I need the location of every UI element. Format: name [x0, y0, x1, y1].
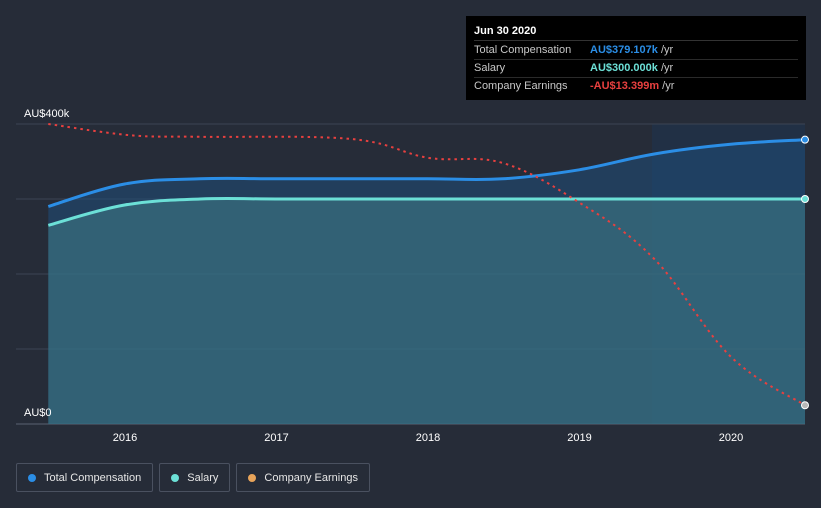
tooltip-row-earnings: Company Earnings -AU$13.399m /yr	[474, 78, 798, 95]
tooltip-date: Jun 30 2020	[474, 24, 798, 41]
earnings-end-marker	[801, 401, 809, 410]
tooltip-unit: /yr	[657, 44, 674, 56]
hover-tooltip: Jun 30 2020 Total Compensation AU$379.107…	[466, 16, 806, 100]
tooltip-unit: /yr	[659, 80, 675, 92]
legend-label: Total Compensation	[44, 471, 142, 484]
legend-item-company-earnings[interactable]: Company Earnings	[236, 463, 370, 492]
tooltip-label: Total Compensation	[474, 44, 572, 56]
y-axis-bottom-label: AU$0	[24, 407, 52, 419]
salary-line	[47, 197, 805, 227]
series-lines	[47, 123, 806, 407]
series-end-markers	[801, 135, 809, 410]
x-tick-label: 2017	[264, 432, 288, 444]
tooltip-value: AU$379.107k	[590, 44, 658, 56]
legend-dot-icon	[171, 473, 180, 482]
series-areas	[48, 139, 806, 424]
salary-end-marker	[801, 195, 809, 203]
legend-label: Company Earnings	[264, 471, 358, 484]
x-tick-label: 2018	[416, 432, 440, 444]
legend-dot-icon	[28, 473, 36, 482]
x-tick-label: 2016	[113, 432, 137, 444]
tooltip-label: Company Earnings	[474, 80, 568, 92]
legend-label: Salary	[187, 471, 219, 484]
x-tick-label: 2019	[567, 432, 591, 444]
x-axis-ticks: 2016 2017 2018 2019 2020	[113, 432, 743, 444]
legend-item-total-compensation[interactable]: Total Compensation	[16, 463, 154, 492]
y-axis-top-label: AU$400k	[24, 108, 70, 120]
total-end-marker	[801, 135, 809, 144]
tooltip-value: -AU$13.399m	[590, 80, 660, 92]
salary-area	[48, 198, 806, 424]
total-compensation-line	[47, 138, 806, 208]
legend-dot-icon	[248, 473, 257, 482]
tooltip-row-total: Total Compensation AU$379.107k /yr	[474, 42, 798, 60]
tooltip-value: AU$300.000k	[590, 62, 658, 74]
x-tick-label: 2020	[719, 432, 743, 444]
legend-item-salary[interactable]: Salary	[159, 463, 231, 492]
tooltip-row-salary: Salary AU$300.000k /yr	[474, 60, 798, 78]
chart-legend: Total Compensation Salary Company Earnin…	[16, 463, 370, 492]
tooltip-label: Salary	[474, 62, 506, 74]
tooltip-unit: /yr	[657, 62, 674, 74]
